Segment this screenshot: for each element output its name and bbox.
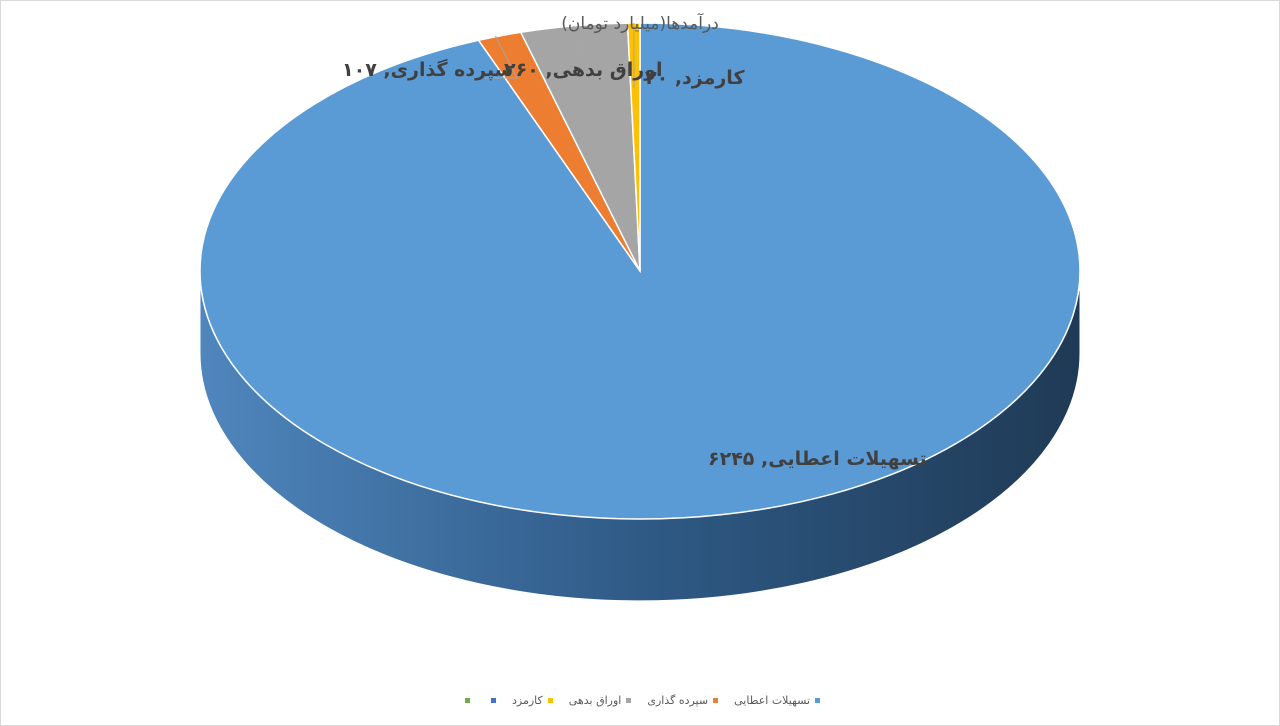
legend: تسهیلات اعطایی سپرده گذاری اوراق بدهی کا…	[0, 694, 1280, 707]
legend-label: سپرده گذاری	[647, 694, 709, 707]
legend-item-loans: تسهیلات اعطایی	[734, 694, 821, 707]
legend-swatch	[713, 698, 719, 703]
legend-item-empty-1	[486, 698, 496, 703]
legend-swatch	[815, 698, 821, 703]
legend-swatch	[547, 698, 553, 703]
data-label-loans: تسهیلات اعطایی, ۶۲۴۵	[708, 448, 927, 470]
legend-item-deposits: سپرده گذاری	[647, 694, 719, 707]
legend-label: اوراق بدهی	[568, 694, 622, 707]
data-label-bonds: اوراق بدهی, ۲۶۰	[504, 59, 663, 81]
pie-slices	[199, 22, 1081, 520]
legend-swatch	[465, 698, 470, 703]
leader-lines	[485, 23, 635, 89]
legend-item-fees: کارمزد	[512, 694, 553, 707]
legend-swatch	[491, 698, 496, 703]
legend-item-bonds: اوراق بدهی	[569, 694, 632, 707]
leader-line-2	[573, 25, 586, 83]
leader-line-1	[485, 35, 518, 79]
legend-label: تسهیلات اعطایی	[734, 694, 811, 707]
data-label-deposits: سپرده گذاری, ۱۰۷	[342, 59, 514, 81]
data-label-fees: کارمزد, ۳۰	[645, 67, 745, 89]
legend-item-empty-2	[460, 698, 470, 703]
legend-swatch	[626, 698, 632, 703]
legend-label: کارمزد	[512, 694, 543, 707]
chart-title: درآمدها(میلیارد تومان)	[561, 14, 719, 34]
